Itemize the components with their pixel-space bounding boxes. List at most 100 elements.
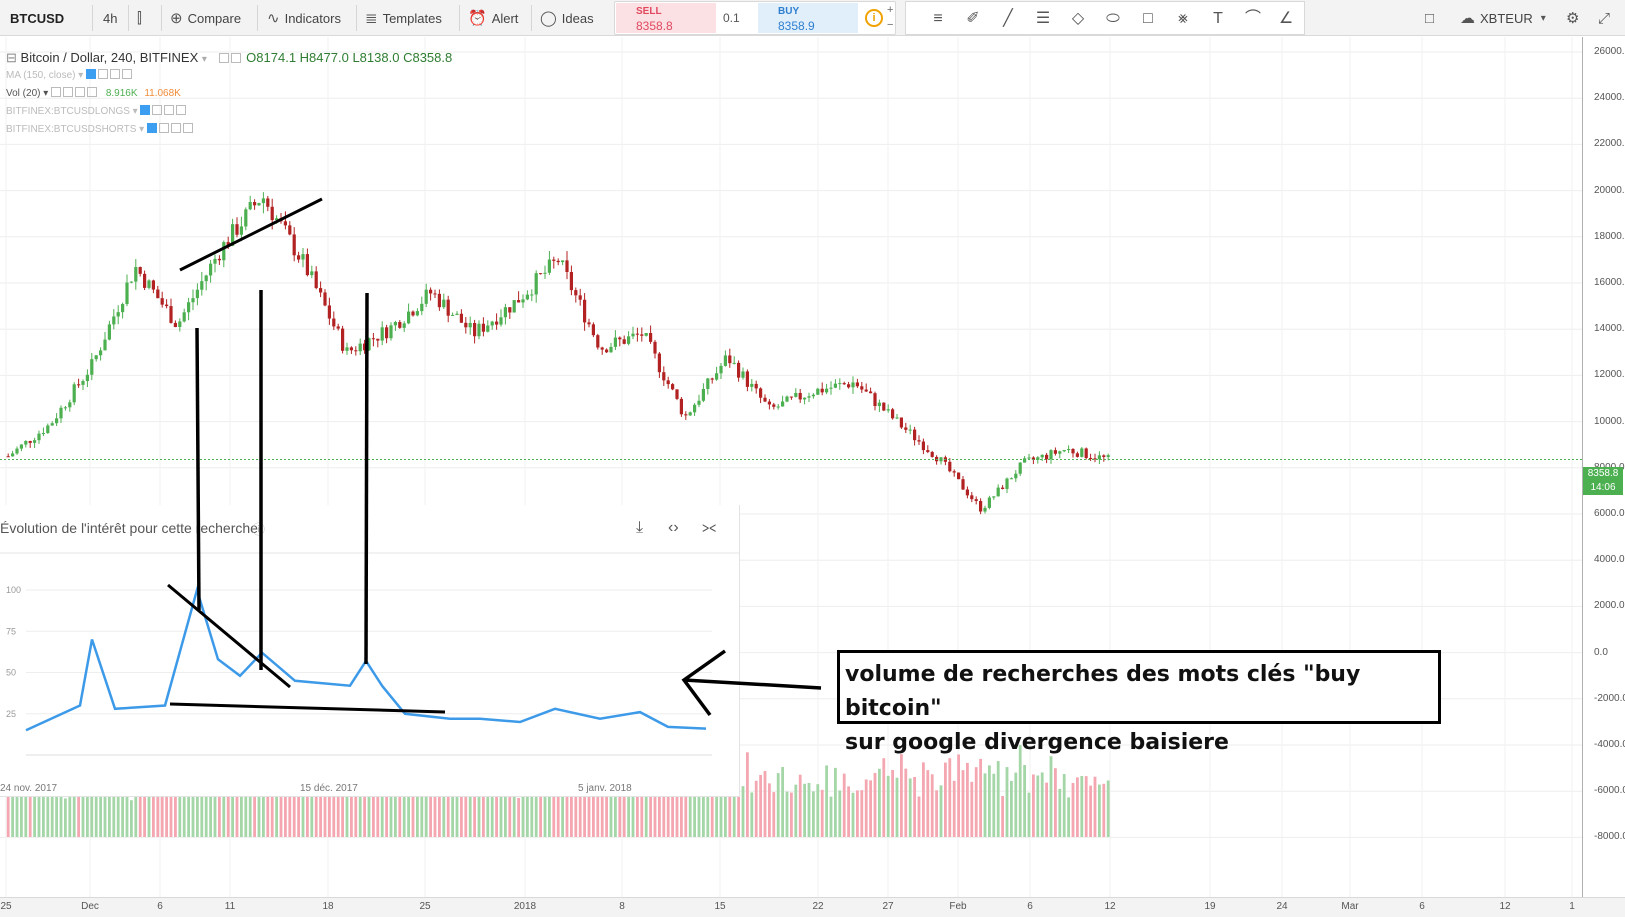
volume-bar: [1049, 756, 1053, 837]
settings-icon[interactable]: [152, 105, 163, 115]
ideas-button[interactable]: ◯ Ideas: [540, 0, 594, 36]
quantity-field[interactable]: 0.1: [723, 11, 740, 25]
chevron-down-icon[interactable]: ▾: [201, 54, 207, 65]
annotation-line-1: volume de recherches des mots clés "buy …: [845, 662, 1361, 721]
interval-button[interactable]: 4h: [103, 10, 118, 26]
chart-style-button[interactable]: ⫿: [137, 0, 147, 36]
candle-body: [248, 202, 252, 210]
candle-body: [860, 386, 864, 390]
fullscreen-checkbox[interactable]: □: [1425, 0, 1439, 36]
brush-icon[interactable]: ✐: [966, 10, 980, 27]
close-icon[interactable]: [176, 105, 187, 115]
download-icon[interactable]: ⤓: [636, 519, 644, 536]
volume-bar: [262, 793, 265, 837]
candle-body: [226, 242, 230, 246]
trend-line-icon[interactable]: ╱: [1003, 10, 1013, 27]
candle-body: [908, 429, 912, 431]
eye-icon[interactable]: [140, 105, 151, 115]
volume-bar: [187, 767, 190, 837]
settings-icon[interactable]: [63, 87, 74, 97]
volume-bar: [345, 794, 349, 837]
volume-bar: [763, 770, 767, 837]
alert-button[interactable]: ⏰ Alert: [468, 0, 518, 36]
candle-body: [649, 332, 653, 342]
ellipse-icon[interactable]: ⬭: [1106, 10, 1120, 27]
rectangle-icon[interactable]: □: [1143, 10, 1153, 27]
volume-bar: [64, 798, 67, 837]
add-icon[interactable]: [164, 105, 175, 115]
volume-bar: [468, 788, 472, 837]
volume-bar: [455, 785, 459, 837]
sell-button[interactable]: SELL 8358.8: [616, 3, 716, 33]
shorts-legend: BITFINEX:BTCUSDSHORTS ▾: [6, 123, 195, 135]
candle-body: [345, 347, 349, 351]
eye-icon[interactable]: [218, 53, 229, 63]
close-icon[interactable]: [182, 123, 193, 133]
volume-bar: [398, 783, 402, 837]
add-icon[interactable]: [75, 87, 86, 97]
volume-bar: [490, 788, 494, 837]
candle-body: [534, 273, 538, 295]
volume-bar: [134, 778, 138, 837]
volume-bar: [1093, 776, 1097, 837]
info-icon[interactable]: i: [865, 9, 883, 27]
curve-icon[interactable]: ⌒: [1244, 10, 1261, 27]
candle-body: [178, 321, 182, 327]
horizontal-lines-icon[interactable]: ≡: [933, 10, 943, 27]
eraser-icon[interactable]: ◇: [1071, 10, 1085, 27]
high-value: H8477.0: [299, 50, 349, 65]
sell-price: 8358.8: [636, 19, 673, 33]
volume-bar: [772, 792, 776, 837]
candle-body: [231, 224, 235, 246]
embed-icon[interactable]: ‹›: [668, 519, 679, 536]
settings-icon[interactable]: [158, 123, 169, 133]
volume-bar: [1106, 780, 1110, 837]
text-icon[interactable]: T: [1213, 10, 1223, 27]
close-icon[interactable]: [122, 69, 133, 79]
fullscreen-button[interactable]: ⤢: [1598, 0, 1615, 36]
time-axis[interactable]: 25 Dec 6 11 18 25 2018 8 15 22 27 Feb 6 12 19 24 Mar 6 12 1: [0, 897, 1625, 917]
close-icon[interactable]: [87, 87, 98, 97]
volume-bar: [891, 770, 894, 837]
volume-bar: [869, 780, 872, 837]
settings-icon[interactable]: [230, 53, 241, 63]
compare-button[interactable]: ⊕ Compare: [170, 0, 241, 36]
candle-body: [851, 382, 855, 388]
candle-body: [301, 254, 305, 260]
add-icon[interactable]: [170, 123, 181, 133]
settings-icon[interactable]: [98, 69, 109, 79]
indicators-button[interactable]: ∿ Indicators: [267, 0, 341, 36]
volume-bar: [649, 785, 652, 837]
eye-icon[interactable]: [51, 87, 62, 97]
angle-icon[interactable]: ∠: [1278, 10, 1294, 27]
add-icon[interactable]: [110, 69, 121, 79]
current-price-label: 8358.8: [1587, 468, 1619, 479]
candle-body: [1106, 455, 1110, 457]
candle-body: [552, 259, 556, 261]
broker-select[interactable]: ☁ XBTEUR ▾: [1460, 0, 1551, 36]
eye-icon[interactable]: [146, 123, 157, 133]
volume-bar: [451, 787, 454, 837]
share-icon[interactable]: ⪥: [702, 519, 717, 536]
buy-button[interactable]: BUY 8358.9: [758, 3, 858, 33]
volume-bar: [724, 762, 727, 837]
volume-bar: [578, 777, 582, 837]
volume-bar: [728, 759, 732, 837]
candle-body: [600, 347, 604, 350]
collapse-icon[interactable]: ⊟: [6, 50, 17, 65]
volume-bar: [600, 793, 604, 837]
symbol-search-button[interactable]: BTCUSD: [10, 10, 65, 26]
quantity-stepper[interactable]: + −: [887, 4, 894, 31]
volume-bar: [420, 776, 424, 837]
candle-body: [121, 304, 125, 313]
volume-bar: [200, 765, 204, 837]
volume-bar: [363, 791, 366, 837]
eye-icon[interactable]: [86, 69, 97, 79]
fib-icon[interactable]: ☰: [1035, 10, 1051, 27]
candle-body: [415, 311, 419, 316]
candle-body: [1045, 454, 1049, 460]
settings-button[interactable]: ⚙: [1566, 0, 1584, 36]
pattern-icon[interactable]: ⨳: [1178, 10, 1188, 27]
candle-body: [569, 272, 573, 291]
templates-button[interactable]: ≣ Templates: [365, 0, 442, 36]
